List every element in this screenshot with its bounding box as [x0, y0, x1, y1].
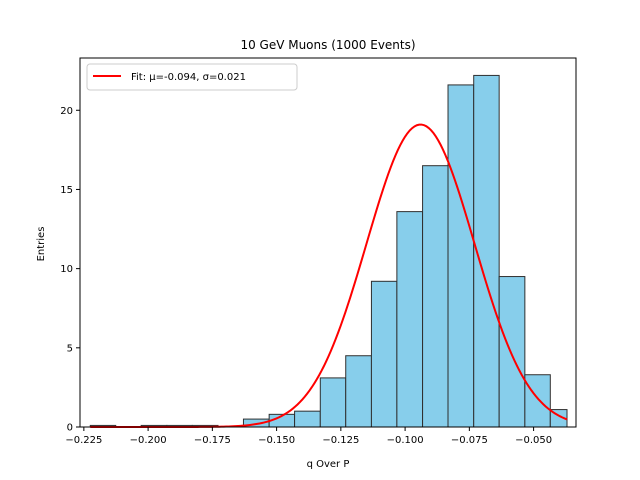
histogram-bar: [319, 377, 347, 428]
x-tick-label: −0.050: [515, 435, 552, 446]
histogram-bar: [422, 165, 449, 428]
histogram-bar: [294, 410, 321, 428]
x-tick-label: −0.125: [322, 435, 359, 446]
x-tick-label: −0.200: [130, 435, 167, 446]
histogram-bar: [524, 374, 551, 428]
y-tick-label: 0: [67, 423, 73, 434]
chart-title: 10 GeV Muons (1000 Events): [240, 38, 415, 52]
histogram-bars: [89, 74, 568, 428]
x-axis-label: q Over P: [307, 459, 350, 470]
histogram-bar: [396, 211, 424, 428]
y-tick-label: 20: [60, 106, 73, 117]
histogram-bar: [345, 355, 372, 428]
histogram-bar: [370, 280, 398, 428]
histogram-bar: [498, 276, 526, 428]
legend: Fit: μ=-0.094, σ=0.021: [86, 63, 298, 91]
x-tick-label: −0.075: [451, 435, 488, 446]
x-axis-ticks: −0.225 −0.200 −0.175 −0.150 −0.125 −0.100 −0.0…: [65, 427, 552, 446]
y-tick-label: 5: [67, 343, 73, 354]
legend-fit-label: Fit: μ=-0.094, σ=0.021: [131, 72, 246, 83]
y-tick-label: 10: [60, 264, 73, 275]
axes: [79, 57, 577, 428]
x-tick-label: −0.150: [258, 435, 295, 446]
x-tick-label: −0.100: [387, 435, 424, 446]
legend-box: [86, 63, 298, 91]
axes-frame: [79, 57, 577, 428]
histogram-bar: [447, 84, 475, 428]
x-tick-label: −0.175: [194, 435, 231, 446]
y-axis-ticks: 0 5 10 15 20: [60, 106, 80, 434]
y-axis-label: Entries: [36, 227, 47, 262]
x-tick-label: −0.225: [65, 435, 102, 446]
y-tick-label: 15: [60, 185, 73, 196]
